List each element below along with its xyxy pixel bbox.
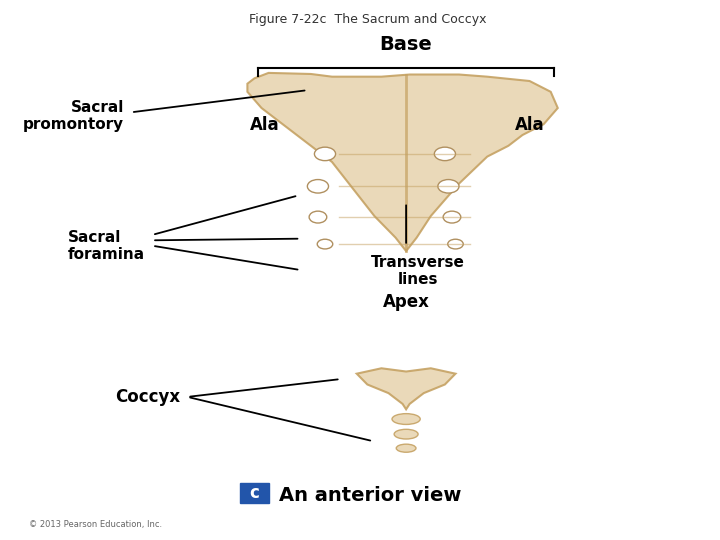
Text: Figure 7-22c  The Sacrum and Coccyx: Figure 7-22c The Sacrum and Coccyx bbox=[248, 14, 486, 26]
Ellipse shape bbox=[315, 147, 336, 161]
Ellipse shape bbox=[392, 414, 420, 424]
Ellipse shape bbox=[318, 239, 333, 249]
Text: Sacral
foramina: Sacral foramina bbox=[68, 230, 145, 262]
Ellipse shape bbox=[307, 179, 328, 193]
Polygon shape bbox=[248, 73, 558, 251]
Ellipse shape bbox=[438, 179, 459, 193]
Ellipse shape bbox=[309, 211, 327, 223]
Text: Ala: Ala bbox=[251, 116, 280, 134]
FancyBboxPatch shape bbox=[240, 483, 269, 503]
Text: Sacral
promontory: Sacral promontory bbox=[23, 100, 124, 132]
Text: Apex: Apex bbox=[382, 293, 430, 312]
Ellipse shape bbox=[394, 429, 418, 439]
Ellipse shape bbox=[396, 444, 416, 452]
Ellipse shape bbox=[443, 211, 461, 223]
Text: c: c bbox=[250, 484, 259, 502]
Text: © 2013 Pearson Education, Inc.: © 2013 Pearson Education, Inc. bbox=[29, 520, 162, 529]
Polygon shape bbox=[356, 368, 456, 409]
Ellipse shape bbox=[448, 239, 463, 249]
Ellipse shape bbox=[434, 147, 456, 161]
Text: Ala: Ala bbox=[515, 116, 544, 134]
Text: Coccyx: Coccyx bbox=[115, 388, 181, 406]
Text: Base: Base bbox=[379, 35, 433, 54]
Text: An anterior view: An anterior view bbox=[279, 485, 462, 505]
Text: Transverse
lines: Transverse lines bbox=[372, 255, 465, 287]
